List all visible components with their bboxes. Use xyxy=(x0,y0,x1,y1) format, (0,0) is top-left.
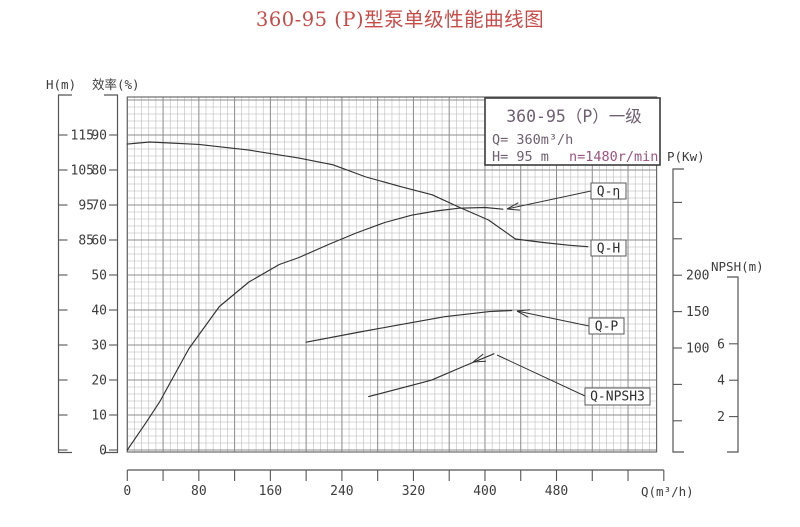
efficiency-tick-label: 20 xyxy=(91,374,107,389)
efficiency-tick-label: 90 xyxy=(91,129,107,144)
curve-label-box-Q-H xyxy=(590,239,627,257)
pump-model-label: 360-95（P）一级 xyxy=(506,107,642,126)
flow-tick-label: 240 xyxy=(330,484,353,499)
flow-tick-label: 400 xyxy=(473,484,496,499)
power-tick-label: 150 xyxy=(686,305,709,320)
curve-label-Q-H: Q-H xyxy=(597,242,620,257)
leader-arrowhead xyxy=(506,208,520,211)
leader-line xyxy=(506,190,592,210)
curve-Q-P xyxy=(305,309,513,343)
efficiency-tick-label: 10 xyxy=(91,409,107,424)
flow-tick-label: 0 xyxy=(123,484,131,499)
nameplate-box: 360-95（P）一级 Q= 360m³/h H= 95 m n=1480r/m… xyxy=(484,97,661,166)
leader-arrowhead xyxy=(506,202,519,210)
curve-label-box-Q-P xyxy=(588,317,625,335)
rated-head-label: H= 95 m xyxy=(492,149,549,165)
leader-arrowhead xyxy=(472,360,487,363)
power-tick-label: 100 xyxy=(686,342,709,357)
curve-Q-NPSH3 xyxy=(368,353,495,398)
curve-Q-η xyxy=(126,206,504,451)
efficiency-tick-label: 40 xyxy=(91,304,107,319)
curve-Q-H xyxy=(126,141,589,248)
head-tick-label: 115 xyxy=(71,129,94,144)
curve-labels: Q-H Q-η Q-P Q-NPSH3 xyxy=(584,182,651,406)
head-tick-label: 95 xyxy=(78,199,94,214)
flow-tick-label: 480 xyxy=(545,484,568,499)
efficiency-tick-label: 80 xyxy=(91,164,107,179)
flow-tick-label: 320 xyxy=(402,484,425,499)
leader-line xyxy=(496,354,586,397)
leader-arrowhead xyxy=(516,309,530,312)
leader-line xyxy=(516,310,590,327)
leader-arrowhead xyxy=(516,310,529,318)
head-tick-label: 105 xyxy=(71,164,94,179)
curve-label-box-Q-η xyxy=(590,182,627,200)
npsh-axis-title: NPSH(m) xyxy=(711,259,764,274)
power-axis-title: P(Kw) xyxy=(667,149,705,164)
flow-tick-label: 80 xyxy=(191,484,207,499)
curve-label-Q-NPSH3: Q-NPSH3 xyxy=(590,390,645,405)
npsh-tick-label: 6 xyxy=(717,337,725,352)
head-axis-bracket xyxy=(57,94,72,454)
curve-label-Q-P: Q-P xyxy=(595,320,619,335)
head-tick-label: 85 xyxy=(78,234,94,249)
page-title: 360-95 (P)型泵单级性能曲线图 xyxy=(256,8,544,31)
efficiency-tick-label: 0 xyxy=(99,444,107,459)
rated-speed-label: n=1480r/min xyxy=(569,149,658,165)
power-axis-bracket xyxy=(672,168,684,453)
head-axis-title: H(m) xyxy=(46,77,76,92)
flow-axis-title: Q(m³/h) xyxy=(641,484,694,499)
npsh-tick-label: 4 xyxy=(717,374,725,389)
npsh-tick-label: 2 xyxy=(717,410,725,425)
leader-arrowhead xyxy=(472,353,484,363)
rated-flow-label: Q= 360m³/h xyxy=(492,132,573,148)
flow-tick-label: 160 xyxy=(259,484,282,499)
npsh-axis-bracket xyxy=(727,276,739,453)
efficiency-tick-label: 50 xyxy=(91,269,107,284)
efficiency-axis-title: 效率(%) xyxy=(92,77,140,92)
curve-label-Q-η: Q-η xyxy=(597,185,620,200)
curve-label-leaders xyxy=(472,190,592,397)
efficiency-tick-label: 30 xyxy=(91,339,107,354)
curves xyxy=(126,141,589,451)
efficiency-tick-label: 60 xyxy=(91,234,107,249)
power-tick-label: 200 xyxy=(686,269,709,284)
grid-border xyxy=(126,96,658,453)
efficiency-axis-bracket xyxy=(104,94,119,454)
efficiency-tick-label: 70 xyxy=(91,199,107,214)
nameplate-border xyxy=(484,97,661,166)
curve-label-box-Q-NPSH3 xyxy=(584,387,651,406)
